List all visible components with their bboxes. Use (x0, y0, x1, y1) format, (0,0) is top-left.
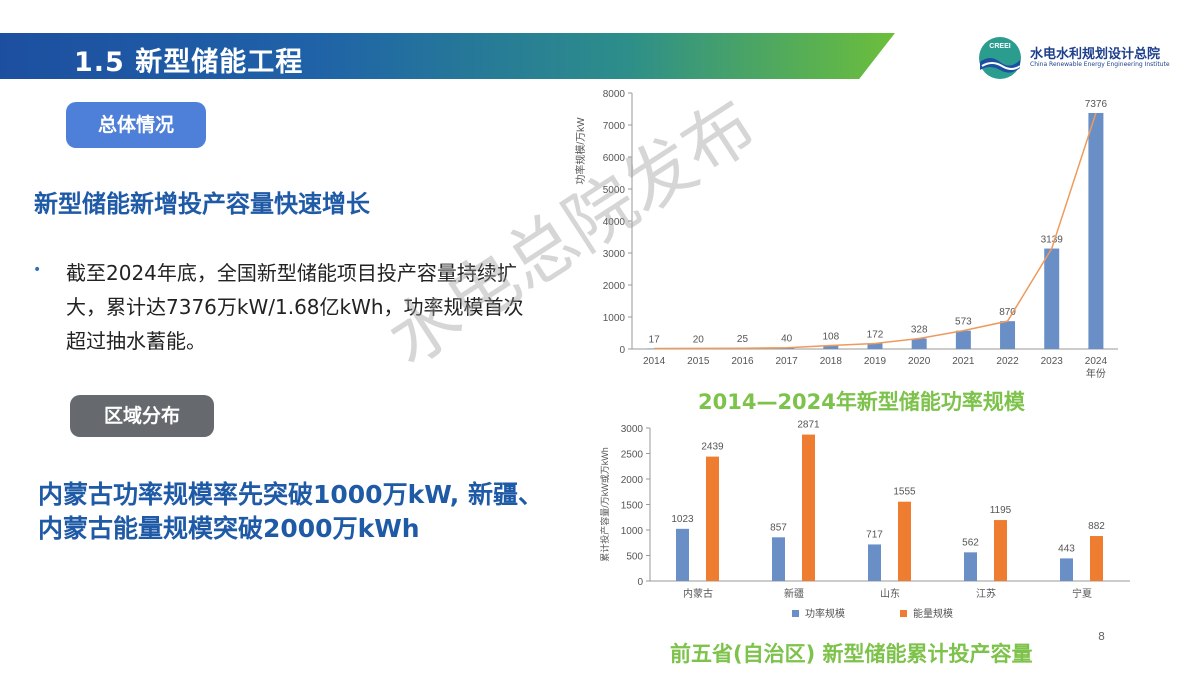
y-tick-label: 0 (637, 577, 643, 588)
y-tick-label: 6000 (603, 153, 626, 164)
creei-logo-icon (979, 37, 1021, 79)
bar (1088, 112, 1104, 349)
org-name-en: China Renewable Energy Engineering Insti… (1030, 61, 1170, 68)
data-label: 1023 (671, 514, 694, 525)
x-tick-label: 宁夏 (1072, 587, 1092, 600)
region-pill: 区域分布 (70, 395, 214, 437)
power-scale-chart: 0 1000 2000 3000 4000 5000 6000 7000 8000 功率规模/万k… (574, 89, 1118, 380)
x-tick-label: 2024 (1085, 356, 1108, 367)
x-tick-label: 2018 (820, 356, 843, 367)
y-tick-label: 4000 (603, 217, 626, 228)
legend-label: 能量规模 (913, 607, 953, 620)
x-tick-label: 江苏 (976, 587, 996, 600)
energy-bar (1090, 536, 1103, 581)
legend-swatch (792, 610, 799, 617)
overview-pill: 总体情况 (66, 102, 206, 148)
x-tick-label: 新疆 (784, 587, 804, 600)
energy-bar (898, 501, 911, 581)
overview-headline: 新型储能新增投产容量快速增长 (34, 190, 370, 218)
y-tick-label: 8000 (603, 89, 626, 100)
power-bar (1060, 558, 1073, 581)
bar (823, 345, 839, 349)
data-label: 717 (866, 529, 883, 540)
power-bar (772, 537, 785, 581)
y-tick-label: 7000 (603, 121, 626, 132)
y-tick-label: 1500 (621, 501, 644, 512)
region-text: 内蒙古功率规模率先突破1000万kW, 新疆、内蒙古能量规模突破2000万kWh (38, 480, 543, 543)
bar (646, 348, 662, 349)
x-tick-label: 2020 (908, 356, 931, 367)
data-label: 562 (962, 537, 979, 548)
data-label: 20 (693, 334, 705, 345)
data-label: 2439 (701, 442, 724, 453)
x-tick-label: 2021 (952, 356, 975, 367)
bar (867, 343, 883, 349)
data-label: 2871 (797, 420, 820, 431)
page-number: 8 (1098, 630, 1105, 643)
y-tick-label: 0 (619, 345, 625, 356)
x-tick-label: 山东 (880, 587, 900, 600)
logo-text: CREEI (989, 43, 1010, 50)
x-tick-label: 2019 (864, 356, 887, 367)
data-label: 870 (999, 307, 1016, 318)
data-label: 7376 (1085, 99, 1108, 110)
province-capacity-chart: 0 500 1000 1500 2000 2500 3000 累计投产容量/万kW或万kWh 1… (599, 420, 1130, 620)
y-tick-label: 1000 (621, 526, 644, 537)
chart2-title: 前五省(自治区) 新型储能累计投产容量 (670, 642, 1033, 666)
data-label: 573 (955, 317, 972, 328)
power-bar (964, 552, 977, 581)
energy-bar (706, 456, 719, 581)
data-label: 328 (911, 325, 928, 336)
x-tick-label: 2015 (687, 356, 710, 367)
bar (1044, 248, 1060, 349)
x-tick-label: 2014 (643, 356, 666, 367)
page-title: 1.5 新型储能工程 (74, 47, 304, 78)
header-banner (0, 33, 895, 79)
data-label: 857 (770, 522, 787, 533)
x-axis-label: 年份 (1086, 367, 1106, 380)
overview-bullet-text: 截至2024年底，全国新型储能项目投产容量持续扩大，累计达7376万kW/1.6… (66, 261, 524, 353)
svg-text:CREEI: CREEI (989, 43, 1010, 50)
org-name: 水电水利规划设计总院 (1030, 47, 1161, 62)
bullet-icon: • (33, 262, 42, 278)
data-label: 1195 (990, 505, 1012, 516)
data-label: 40 (781, 334, 793, 345)
y-axis-label: 累计投产容量/万kW或万kWh (599, 447, 610, 562)
bar (1000, 321, 1016, 349)
bar (911, 338, 927, 349)
chart1-title: 2014—2024年新型储能功率规模 (698, 390, 1025, 414)
y-tick-label: 2500 (621, 450, 644, 461)
y-tick-label: 3000 (603, 249, 626, 260)
data-label: 25 (737, 334, 749, 345)
legend-swatch (900, 610, 907, 617)
energy-bar (802, 434, 815, 581)
x-tick-label: 2016 (731, 356, 754, 367)
trend-line (654, 112, 1097, 350)
x-tick-label: 2022 (996, 356, 1019, 367)
power-bar (676, 528, 689, 581)
y-tick-label: 2000 (621, 475, 644, 486)
data-label: 108 (822, 332, 839, 343)
y-tick-label: 5000 (603, 185, 626, 196)
y-tick-label: 500 (626, 552, 643, 563)
data-label: 882 (1088, 521, 1105, 532)
bar (955, 330, 971, 349)
data-label: 1555 (893, 487, 916, 498)
legend-label: 功率规模 (805, 607, 845, 620)
y-tick-label: 2000 (603, 281, 626, 292)
y-axis-label: 功率规模/万kW (574, 117, 587, 185)
energy-bar (994, 520, 1007, 581)
y-tick-label: 1000 (603, 313, 626, 324)
data-label: 172 (867, 329, 884, 340)
x-tick-label: 2023 (1041, 356, 1064, 367)
y-tick-label: 3000 (621, 424, 644, 435)
data-label: 3139 (1041, 235, 1064, 246)
data-label: 443 (1058, 543, 1075, 554)
data-label: 17 (649, 334, 661, 345)
x-tick-label: 内蒙古 (683, 587, 713, 600)
power-bar (868, 544, 881, 581)
x-tick-label: 2017 (776, 356, 799, 367)
